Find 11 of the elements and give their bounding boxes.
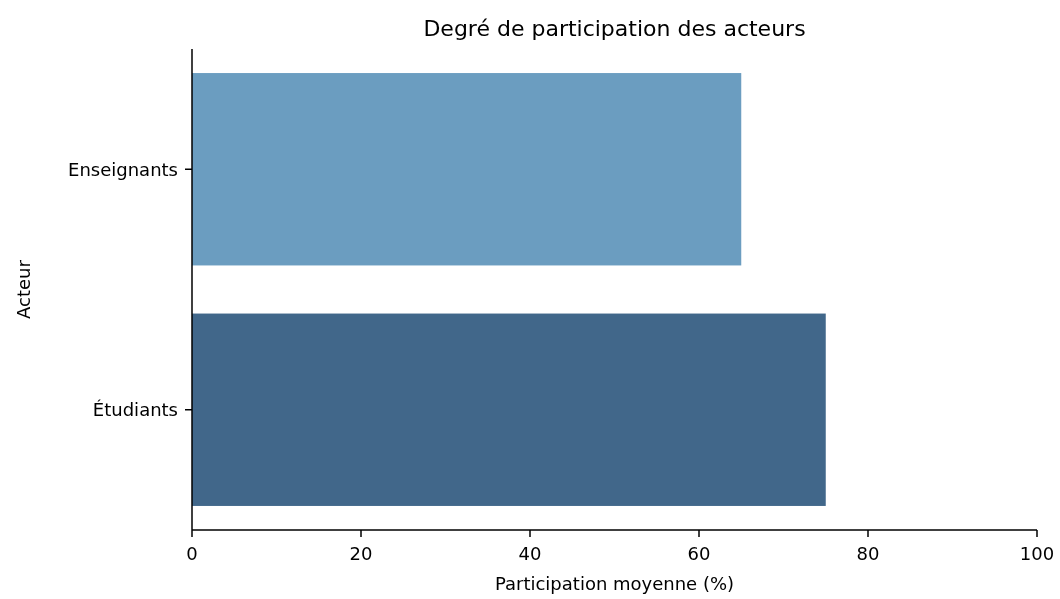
y-tick-label: Enseignants xyxy=(68,158,178,180)
x-tick-label: 0 xyxy=(186,543,198,564)
x-tick-label: 40 xyxy=(518,543,542,564)
x-tick-label: 60 xyxy=(687,543,711,564)
x-tick-label: 100 xyxy=(1019,543,1055,564)
x-tick-label: 20 xyxy=(349,543,373,564)
x-axis-title: Participation moyenne (%) xyxy=(494,573,735,594)
x-tick-label: 80 xyxy=(856,543,880,564)
chart-title: Degré de participation des acteurs xyxy=(423,16,806,41)
y-axis-title: Acteur xyxy=(13,259,34,319)
y-tick-label: Étudiants xyxy=(92,399,178,421)
